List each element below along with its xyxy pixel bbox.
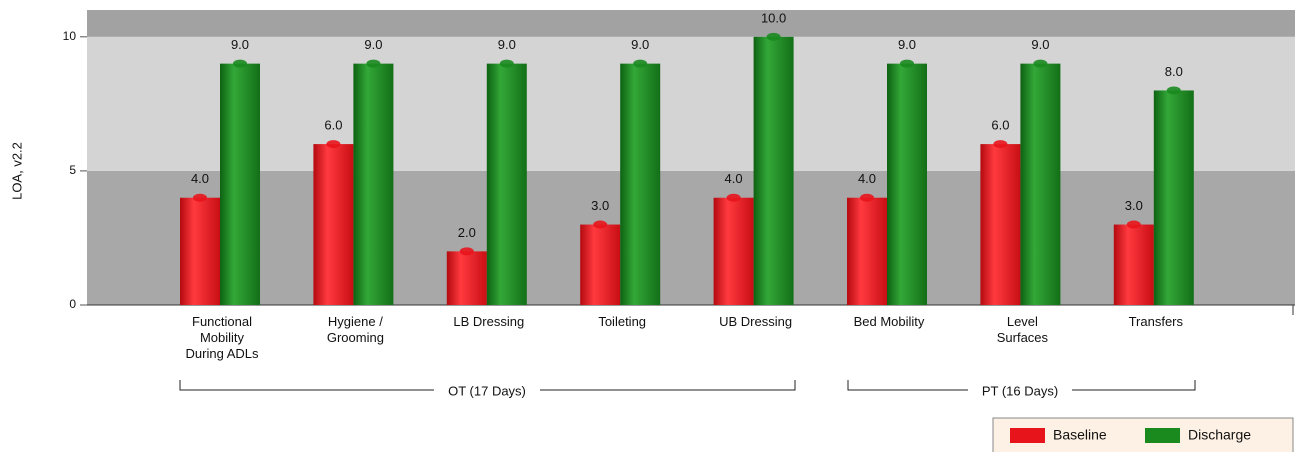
plot-band [87, 36, 1295, 171]
group-label-bg [434, 383, 540, 399]
bar-cap [766, 32, 781, 41]
group-label: OT (17 Days) [448, 383, 526, 398]
bar [1153, 90, 1194, 305]
bar-cap [499, 59, 514, 68]
value-label: 9.0 [898, 37, 916, 52]
y-tick-label: 5 [69, 163, 76, 177]
bar-cap [900, 59, 914, 68]
bar-cap [1033, 59, 1048, 68]
bar-cap [233, 59, 247, 68]
legend-box [992, 417, 1294, 452]
value-label: 4.0 [725, 171, 743, 186]
bar-cap [860, 193, 874, 202]
legend-swatch [1010, 428, 1045, 443]
bar-cap [633, 59, 648, 68]
bar-cap [726, 193, 741, 202]
bar [620, 63, 661, 305]
value-label: 9.0 [631, 37, 649, 52]
value-label: 9.0 [364, 37, 382, 52]
group-label: PT (16 Days) [982, 383, 1058, 398]
value-label: 3.0 [591, 198, 609, 213]
y-tick-label: 10 [63, 29, 77, 43]
bar [180, 197, 220, 305]
bar [220, 63, 260, 305]
value-label: 9.0 [498, 37, 516, 52]
value-label: 6.0 [324, 118, 342, 133]
value-label: 10.0 [761, 10, 786, 25]
bar-cap [459, 247, 474, 256]
bar [1020, 63, 1061, 305]
bar [580, 224, 621, 305]
x-tick-label: Bed Mobility [853, 314, 925, 329]
bar-cap [1166, 86, 1181, 95]
legend-label: Discharge [1188, 427, 1251, 443]
bar [847, 197, 887, 305]
x-tick-label: Transfers [1128, 314, 1183, 329]
bar [887, 63, 927, 305]
bar [713, 197, 754, 305]
value-label: 8.0 [1165, 64, 1183, 79]
x-tick-label: Level Surfaces [996, 314, 1049, 345]
y-axis-label: LOA, v2.2 [9, 142, 24, 200]
x-tick-label: Toileting [598, 314, 647, 329]
bar [446, 251, 487, 305]
x-tick-label: UB Dressing [719, 314, 793, 329]
bar-cap [193, 193, 207, 202]
bar [1113, 224, 1154, 305]
plot-band [87, 10, 1295, 37]
value-label: 2.0 [458, 225, 476, 240]
value-label: 4.0 [858, 171, 876, 186]
x-tick-label: Hygiene / Grooming [326, 314, 384, 345]
value-label: 9.0 [1031, 37, 1049, 52]
bar [353, 63, 394, 305]
value-label: 6.0 [991, 118, 1009, 133]
plot-band [87, 170, 1295, 305]
value-label: 9.0 [231, 37, 249, 52]
bar [313, 144, 354, 305]
legend-label: Baseline [1053, 427, 1107, 443]
value-label: 4.0 [191, 171, 209, 186]
bar [753, 36, 794, 306]
legend-swatch [1145, 428, 1180, 443]
value-label: 3.0 [1125, 198, 1143, 213]
bar-cap [993, 140, 1008, 149]
bar-cap [326, 140, 341, 149]
bar [980, 144, 1021, 305]
group-label-bg [968, 383, 1072, 399]
y-tick-label: 0 [69, 297, 76, 311]
x-tick-label: LB Dressing [453, 314, 525, 329]
bar [486, 63, 527, 305]
bar-cap [1126, 220, 1141, 229]
bar-cap [593, 220, 608, 229]
bar-cap [366, 59, 381, 68]
x-tick-label: Functional Mobility During ADLs [185, 314, 259, 361]
